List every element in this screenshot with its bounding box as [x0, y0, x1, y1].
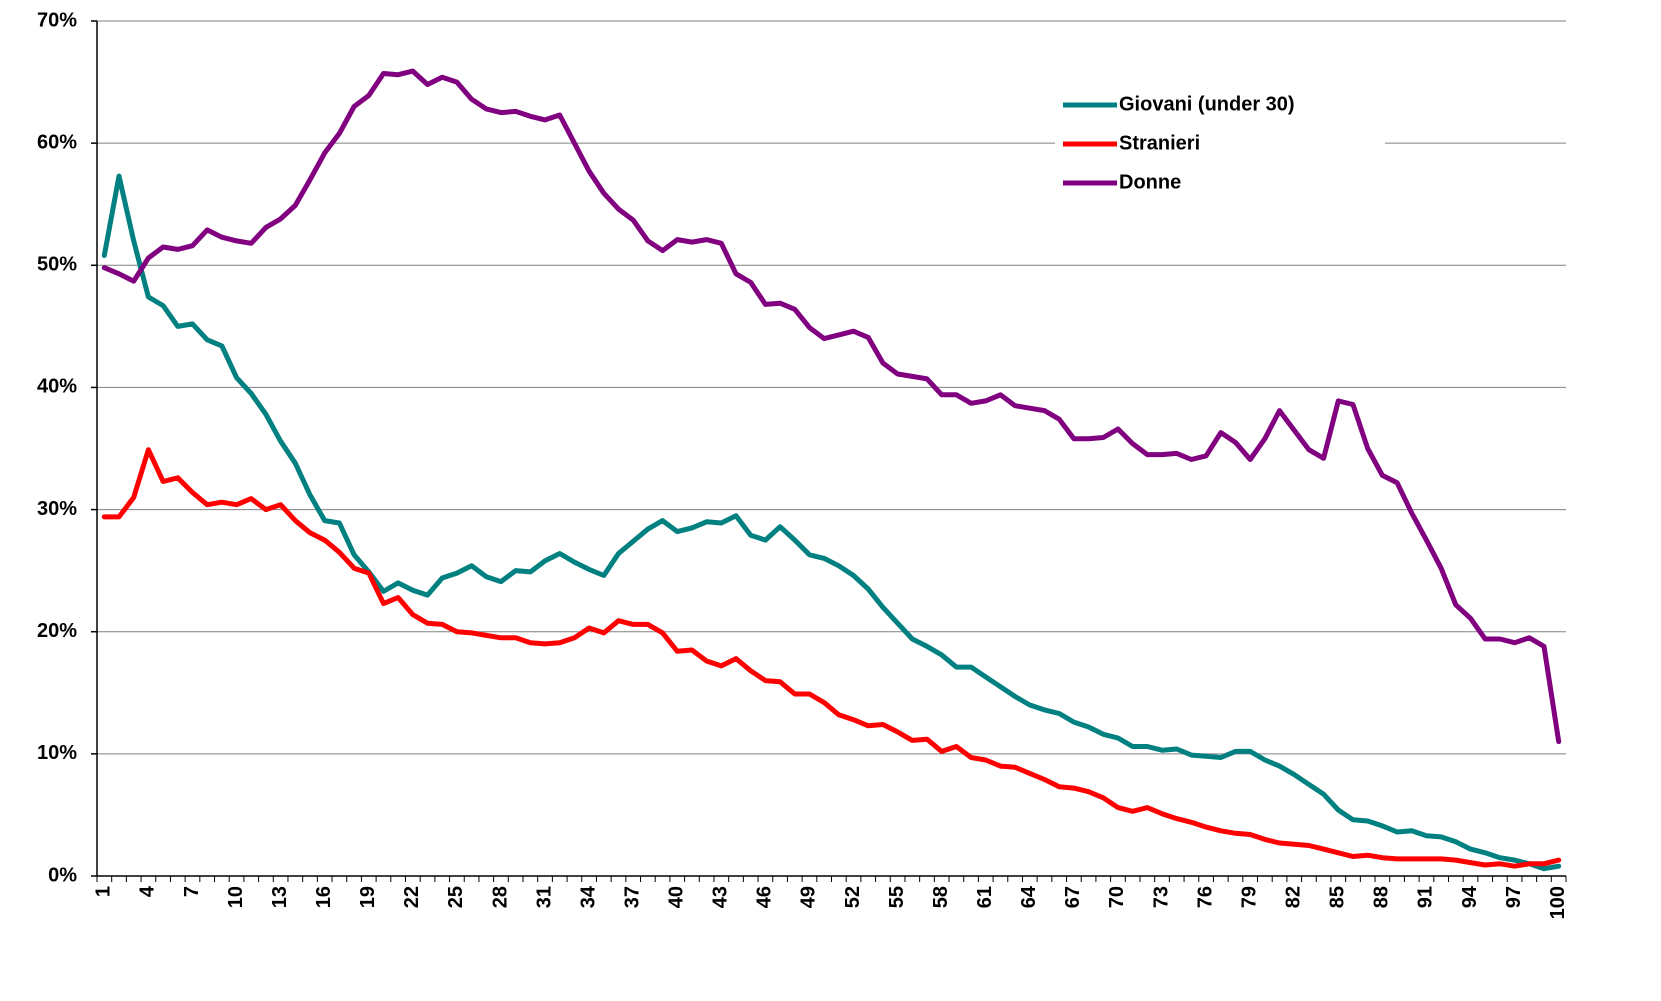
x-tick-label: 25	[445, 886, 467, 908]
line-series	[101, 173, 1562, 872]
x-tick-label: 1	[93, 886, 115, 897]
legend-label: Stranieri	[1119, 132, 1200, 154]
x-tick-label: 94	[1459, 885, 1481, 908]
x-tick-label: 61	[974, 886, 996, 908]
x-tick-label: 67	[1062, 886, 1084, 908]
x-tick-label: 40	[666, 886, 688, 908]
x-tick-label: 55	[886, 886, 908, 908]
x-tick-label: 88	[1371, 886, 1393, 908]
x-tick-label: 82	[1283, 886, 1305, 908]
x-tick-label: 58	[930, 886, 952, 908]
y-tick-label: 30%	[37, 498, 77, 520]
y-tick-label: 70%	[37, 9, 77, 31]
legend-label: Giovani (under 30)	[1119, 93, 1295, 115]
x-tick-label: 28	[489, 886, 511, 908]
line-series	[101, 68, 1562, 745]
x-tick-label: 52	[842, 886, 864, 908]
y-tick-label: 50%	[37, 254, 77, 276]
x-tick-label: 43	[710, 886, 732, 908]
x-tick-label: 76	[1194, 886, 1216, 908]
x-tick-label: 91	[1415, 886, 1437, 908]
x-tick-label: 49	[798, 886, 820, 908]
x-tick-label: 37	[621, 886, 643, 908]
legend-label: Donne	[1119, 171, 1181, 193]
y-tick-label: 0%	[48, 864, 77, 886]
line-series	[101, 447, 1562, 869]
x-tick-label: 19	[357, 886, 379, 908]
y-tick-label: 40%	[37, 376, 77, 398]
x-tick-label: 64	[1018, 885, 1040, 908]
x-tick-label: 73	[1150, 886, 1172, 908]
x-tick-label: 31	[533, 886, 555, 908]
x-tick-label: 46	[754, 886, 776, 908]
x-tick-label: 79	[1238, 886, 1260, 908]
x-tick-label: 97	[1503, 886, 1525, 908]
y-tick-label: 20%	[37, 620, 77, 642]
x-tick-label: 16	[313, 886, 335, 908]
x-tick-label: 7	[181, 886, 203, 897]
x-tick-label: 70	[1106, 886, 1128, 908]
x-tick-label: 10	[225, 886, 247, 908]
x-tick-label: 4	[137, 885, 159, 897]
x-tick-label: 100	[1547, 886, 1569, 919]
y-tick-label: 60%	[37, 131, 77, 153]
x-tick-label: 85	[1327, 886, 1349, 908]
y-tick-label: 10%	[37, 742, 77, 764]
x-tick-label: 34	[577, 885, 599, 908]
x-tick-label: 13	[269, 886, 291, 908]
x-tick-label: 22	[401, 886, 423, 908]
